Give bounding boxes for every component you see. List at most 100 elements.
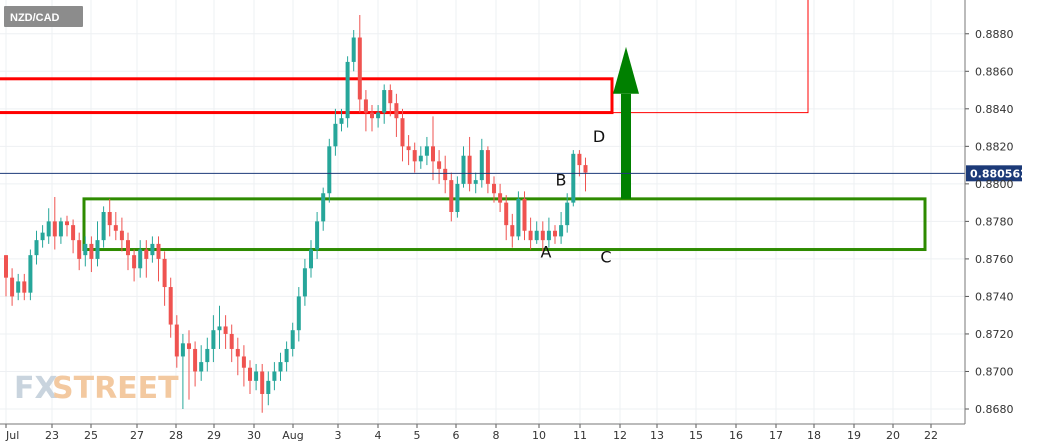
candle-body-down (144, 249, 149, 259)
x-tick-label: Aug (282, 429, 303, 442)
candle (479, 138, 484, 188)
y-tick-label: 0.8800 (975, 178, 1014, 191)
candle-body-down (113, 225, 118, 231)
x-tick-label: 11 (573, 429, 587, 442)
candle-body-up (345, 61, 350, 119)
candle-body-up (101, 212, 106, 241)
candle-body-down (400, 118, 405, 147)
candle-body-up (217, 326, 222, 331)
candle (254, 363, 259, 391)
candle-body-down (357, 37, 362, 100)
candle-body-up (278, 362, 283, 372)
candle (22, 273, 27, 301)
candle (71, 219, 76, 254)
candle (467, 136, 472, 192)
x-tick-label: 17 (769, 429, 783, 442)
candle (418, 146, 423, 169)
arrow-shaft (621, 93, 631, 199)
candle (156, 236, 161, 282)
candle-body-up (83, 243, 88, 256)
x-tick-label: 29 (207, 429, 221, 442)
candle-body-down (485, 150, 490, 184)
x-tick-label: 13 (650, 429, 664, 442)
x-tick-label: 27 (130, 429, 144, 442)
candle (510, 213, 515, 248)
candle-body-down (156, 243, 161, 259)
candle-body-up (382, 90, 387, 113)
candle-body-down (449, 180, 454, 212)
y-tick-label: 0.8720 (975, 328, 1014, 341)
candle (485, 146, 490, 194)
candle (58, 217, 63, 244)
candle-body-down (65, 221, 69, 226)
candle-body-up (138, 249, 143, 269)
candle (412, 142, 417, 173)
candle-body-down (510, 225, 515, 237)
candle-body-down (498, 193, 503, 203)
candle (546, 217, 551, 248)
resistance-zone-group (0, 0, 809, 115)
candle (321, 187, 326, 231)
candle (260, 363, 265, 413)
candle-body-up (266, 380, 271, 394)
candle (241, 345, 246, 387)
candle-body-down (77, 240, 82, 259)
candle (284, 341, 289, 372)
pattern-label-a: A (541, 243, 552, 262)
candle-body-down (241, 356, 246, 368)
candle (95, 221, 100, 267)
candle-body-up (565, 202, 570, 226)
candle (101, 206, 106, 248)
candle-body-up (534, 230, 539, 241)
candle (461, 146, 466, 188)
candle-body-up (455, 183, 460, 212)
candle-body-down (443, 168, 448, 181)
candle (290, 322, 295, 357)
candle-body-down (431, 146, 435, 162)
candle (162, 251, 167, 306)
candle (144, 240, 149, 278)
x-tick-label: 20 (886, 429, 900, 442)
x-tick-label: 23 (45, 429, 59, 442)
candle (516, 191, 521, 241)
candle-body-up (272, 371, 277, 381)
candle (248, 360, 252, 394)
candle-body-down (363, 99, 368, 113)
candle (449, 172, 454, 222)
candle (138, 240, 143, 278)
y-tick-label: 0.8840 (975, 103, 1014, 116)
candle (400, 108, 405, 162)
y-tick-label: 0.8700 (975, 365, 1014, 378)
candle-body-down (522, 198, 527, 231)
candle (437, 150, 442, 184)
candle (559, 212, 564, 244)
candle (10, 268, 15, 306)
candle-body-down (528, 230, 533, 241)
support-zone (82, 197, 927, 252)
candle-body-down (388, 90, 393, 104)
candle-body-up (199, 362, 204, 372)
candle (333, 108, 338, 156)
candle (119, 217, 124, 252)
candle-body-down (119, 230, 124, 241)
candle-body-down (467, 155, 472, 184)
candle (205, 337, 210, 372)
candle-body-up (424, 146, 429, 156)
candle (553, 225, 557, 244)
candle-body-down (187, 343, 191, 349)
candle-body-down (412, 150, 417, 162)
y-tick-label: 0.8860 (975, 65, 1014, 78)
candle (150, 236, 155, 263)
pattern-label-c: C (600, 248, 611, 267)
candle (126, 232, 130, 271)
candle-body-down (235, 348, 240, 357)
watermark-street: STREET (52, 371, 179, 406)
candle (394, 93, 399, 137)
candle (40, 225, 45, 248)
candle-body-up (339, 118, 344, 124)
candle-body-up (351, 37, 356, 62)
candle (235, 337, 240, 376)
pattern-label-b: B (556, 170, 567, 189)
candle (363, 90, 368, 132)
